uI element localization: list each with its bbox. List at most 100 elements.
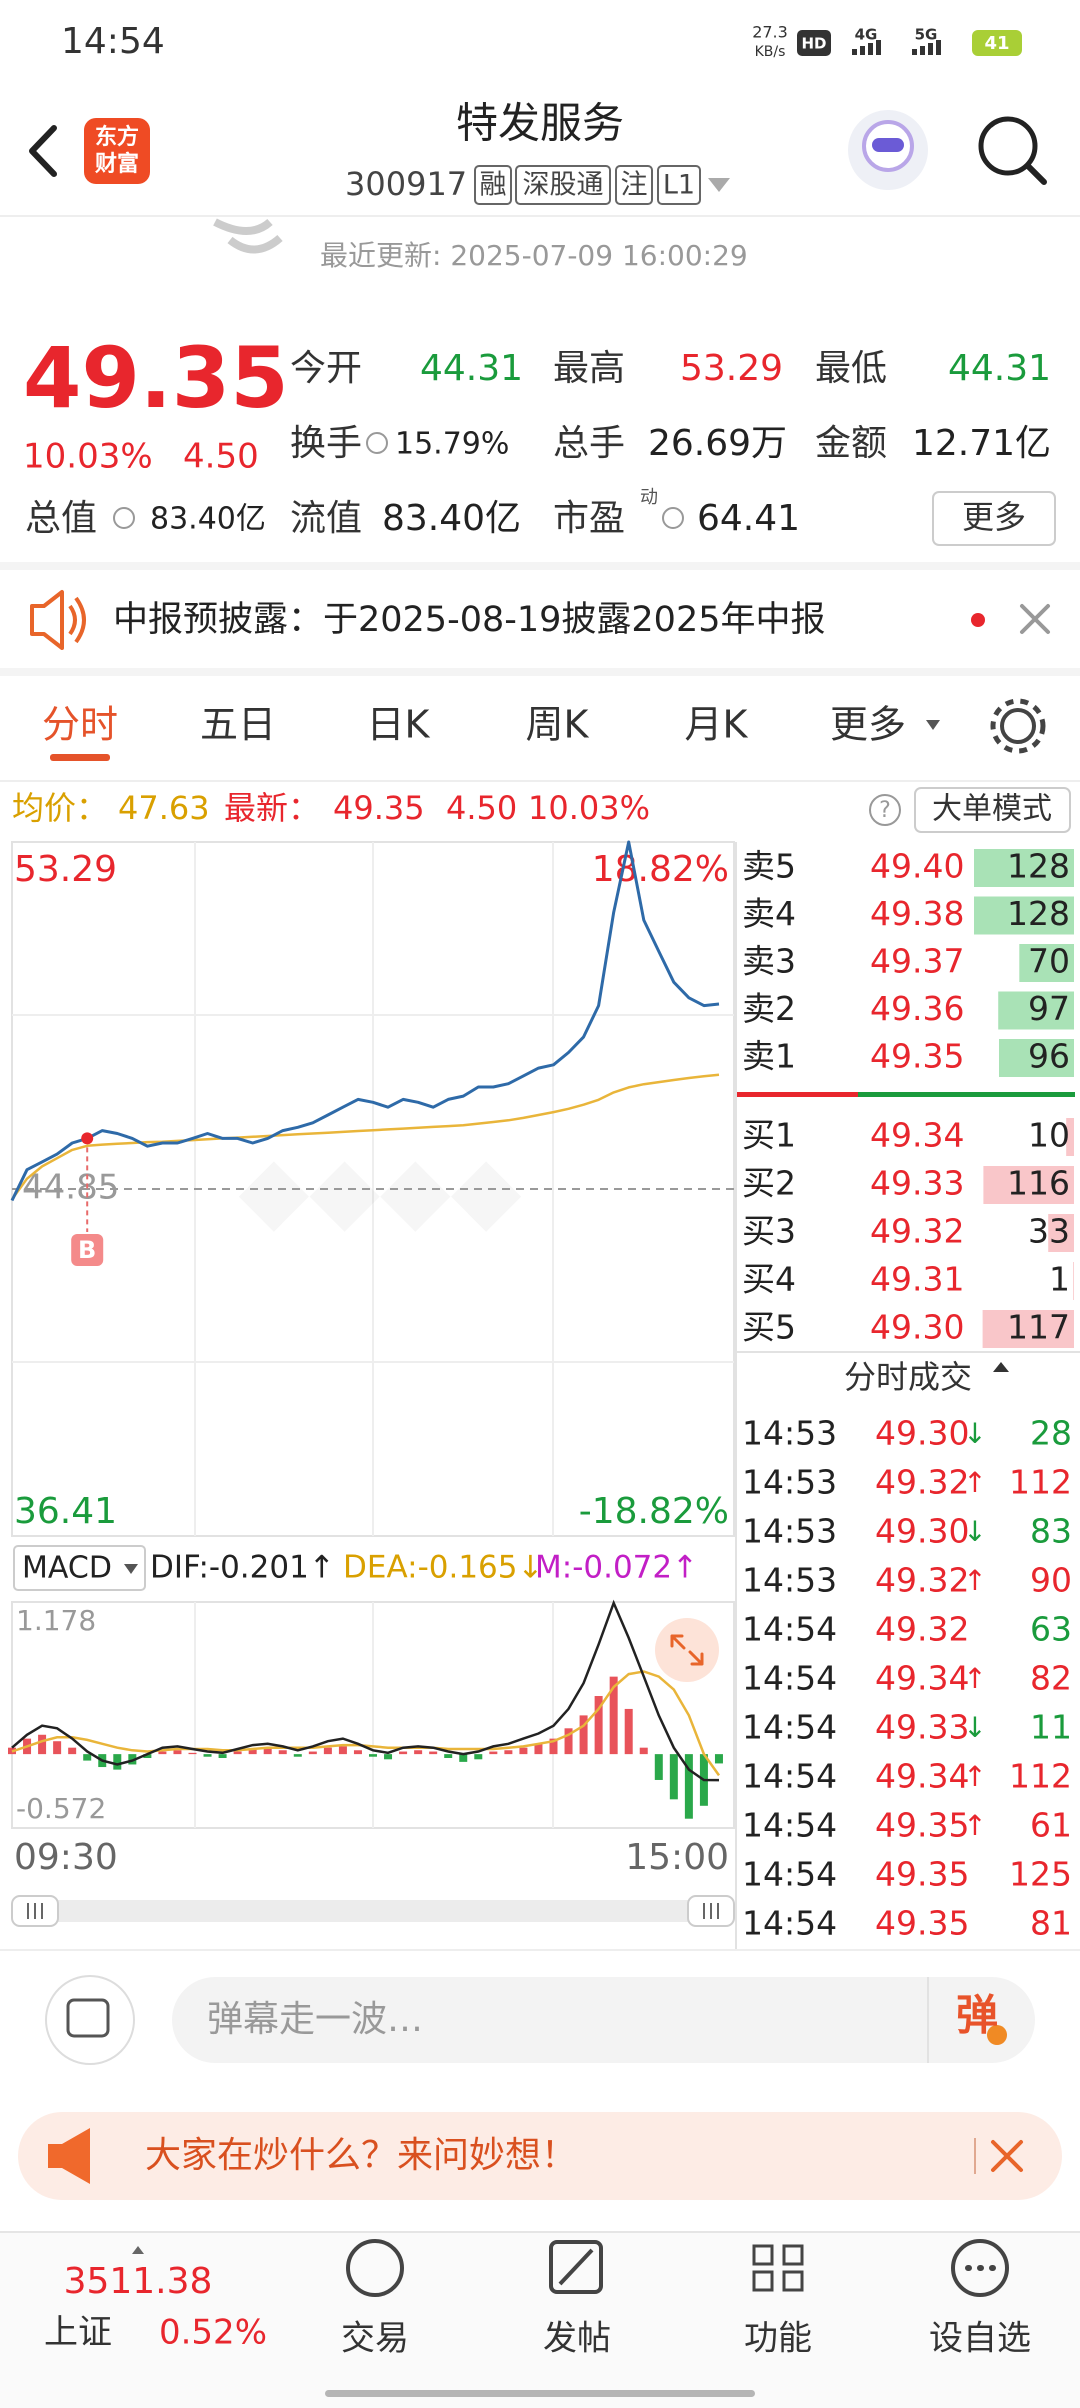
buy-point [81,1132,94,1145]
book-volume: 70 [1028,942,1070,981]
time-label: 15:00 [625,1837,729,1878]
macd-bar [459,1754,468,1762]
tab[interactable]: 日K [367,703,431,747]
indicator-name[interactable]: MACD [22,1551,112,1586]
macd-bar [714,1754,723,1764]
index-change[interactable]: 0.52% [159,2313,267,2353]
book-price: 49.36 [870,989,964,1028]
avg-value: 47.63 [118,789,210,827]
macd-bar [609,1676,618,1755]
trade-time: 14:54 [742,1757,837,1796]
mode-button[interactable] [914,787,1071,833]
signal-bar [928,43,933,55]
book-price: 49.37 [870,942,964,981]
comment-input[interactable] [172,1977,1035,2063]
section-gap [0,562,1080,570]
trade-price: 49.35 [875,1904,969,1943]
banner[interactable] [18,2112,1062,2200]
macd-bar [639,1747,648,1755]
book-price: 49.32 [870,1212,964,1251]
indicator: 4G [855,26,878,44]
field-superscript: 动 [640,487,658,508]
index-value[interactable]: 3511.38 [64,2261,213,2302]
y-max-label: 53.29 [14,849,117,890]
settings-button[interactable] [1000,708,1036,744]
tag-dropdown[interactable] [708,178,730,192]
field-value: 83.40亿 [150,502,266,537]
more-label[interactable]: 更多 [962,498,1026,536]
trades-title[interactable]: 分时成交 [844,1358,972,1396]
trade-price: 49.34 [875,1659,969,1698]
macd-bar [293,1754,302,1757]
nav-item[interactable]: 设自选 [929,2319,1031,2359]
field-value: 26.69万 [648,423,787,464]
tab[interactable]: 周K [526,703,590,747]
dif-label: DIF:-0.201↑ [150,1550,335,1586]
danmaku-toggle[interactable] [45,1975,135,2065]
macd-bar [594,1696,603,1755]
notice-text[interactable]: 中报预披露：于2025-08-19披露2025年中报 [113,600,825,640]
trade-volume: 125 [1009,1855,1072,1894]
macd-bar [188,1752,197,1755]
field-value: 64.41 [697,498,800,539]
banner-text[interactable]: 大家在炒什么？来问妙想！ [145,2135,577,2176]
mode-label[interactable]: 大单模式 [932,792,1052,827]
book-level: 买3 [742,1212,796,1251]
book-price: 49.40 [870,847,964,886]
nav-icon [951,2239,1009,2297]
tab[interactable]: 月K [685,703,749,747]
trade-arrow: ↑ [963,1466,986,1499]
tab[interactable]: 更多 [830,703,906,747]
tab-underline [50,754,110,761]
tag-box [615,165,653,205]
search-button[interactable] [978,116,1038,176]
indicator-select[interactable] [13,1545,146,1591]
scrollbar[interactable] [12,1900,734,1922]
nav-item[interactable]: 功能 [744,2319,812,2359]
book-volume: 1 [1049,1260,1070,1299]
macd-bar [579,1715,588,1755]
notice-close[interactable] [1020,604,1050,634]
macd-bar [278,1750,287,1755]
macd-bar [323,1747,332,1755]
latest-label: 最新： [224,789,320,827]
buy-badge [71,1234,104,1266]
macd-bar [549,1738,558,1755]
field-label: 市盈 [553,498,625,539]
tab[interactable]: 分时 [42,703,118,747]
danmaku-send[interactable]: 弹 [956,1991,998,2040]
trade-volume: 83 [1030,1512,1072,1551]
field-value: 44.31 [420,348,523,389]
trade-price: 49.35 [875,1806,969,1845]
macd-bar [684,1754,693,1819]
tab[interactable]: 五日 [200,703,276,747]
help-mark[interactable]: ? [879,798,891,823]
volume-bar [983,1166,1074,1204]
y-max-pct: 18.82% [592,849,729,890]
macd-bar [353,1750,362,1755]
sort-arrow[interactable] [993,1362,1009,1372]
signal-bar [920,46,925,55]
volume-bar [982,1310,1074,1348]
nav-item[interactable]: 发帖 [543,2319,611,2359]
macd-bar [308,1751,317,1755]
back-button[interactable] [29,125,57,177]
expand-button[interactable] [655,1618,719,1682]
prev-close-label: 44.85 [22,1168,119,1208]
macd-bar [624,1708,633,1755]
time-label: 09:30 [14,1837,118,1878]
index-name[interactable]: 上证 [44,2313,112,2353]
macd-bar [429,1751,438,1755]
help-icon[interactable] [869,794,901,826]
trade-price: 49.32 [875,1463,969,1502]
field-label: 总手 [553,423,625,464]
banner-close[interactable] [991,2140,1023,2172]
more-button[interactable] [932,491,1056,546]
field-value: 15.79% [395,427,509,462]
comment-placeholder[interactable]: 弹幕走一波… [207,1999,423,2040]
book-price: 49.34 [870,1116,964,1155]
book-volume: 96 [1028,1037,1070,1076]
trade-time: 14:53 [742,1561,837,1600]
nav-item[interactable]: 交易 [341,2319,409,2359]
